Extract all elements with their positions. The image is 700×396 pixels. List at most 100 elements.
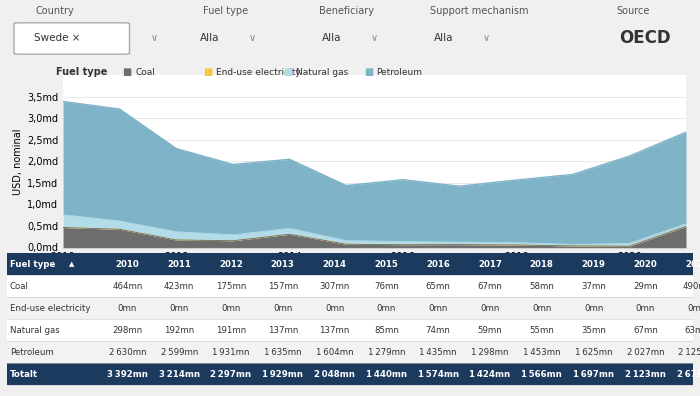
Text: 298mn: 298mn: [112, 326, 143, 335]
Text: Alla: Alla: [434, 34, 454, 44]
Text: ▲: ▲: [69, 261, 74, 267]
Text: 157mn: 157mn: [267, 282, 298, 291]
Text: 0mn: 0mn: [221, 304, 241, 313]
Text: 2016: 2016: [426, 260, 450, 269]
Text: 2020: 2020: [634, 260, 657, 269]
Text: 2017: 2017: [478, 260, 502, 269]
Text: 0mn: 0mn: [377, 304, 396, 313]
Text: Alla: Alla: [322, 34, 342, 44]
Text: Support mechanism: Support mechanism: [430, 6, 529, 16]
Text: 59mn: 59mn: [477, 326, 503, 335]
Text: Coal: Coal: [135, 68, 155, 76]
Text: 1 625mn: 1 625mn: [575, 348, 612, 357]
Y-axis label: USD, nominal: USD, nominal: [13, 128, 22, 194]
Text: Source: Source: [616, 6, 650, 16]
Text: 1 566mn: 1 566mn: [522, 369, 562, 379]
Text: Fuel type: Fuel type: [56, 67, 107, 77]
Bar: [7, 319, 693, 341]
Text: 2 123mn: 2 123mn: [625, 369, 666, 379]
Text: 1 279mn: 1 279mn: [368, 348, 405, 357]
Text: 0mn: 0mn: [325, 304, 344, 313]
Text: 35mn: 35mn: [581, 326, 606, 335]
Text: 2 125mn: 2 125mn: [678, 348, 700, 357]
Text: Petroleum: Petroleum: [377, 68, 423, 76]
Text: 192mn: 192mn: [164, 326, 195, 335]
Text: 1 298mn: 1 298mn: [471, 348, 509, 357]
Text: ■: ■: [122, 67, 132, 77]
Text: 1 435mn: 1 435mn: [419, 348, 457, 357]
Text: Totalt: Totalt: [10, 369, 38, 379]
Text: 2021: 2021: [685, 260, 700, 269]
Text: 2 048mn: 2 048mn: [314, 369, 355, 379]
Text: End-use electricity: End-use electricity: [216, 68, 300, 76]
Text: 464mn: 464mn: [112, 282, 143, 291]
Text: 2011: 2011: [167, 260, 191, 269]
Text: 3 392mn: 3 392mn: [107, 369, 148, 379]
Text: ■: ■: [284, 67, 293, 77]
Text: 137mn: 137mn: [267, 326, 298, 335]
Text: OECD: OECD: [620, 29, 671, 48]
Text: 0mn: 0mn: [687, 304, 700, 313]
Text: 490mn: 490mn: [682, 282, 700, 291]
Text: 175mn: 175mn: [216, 282, 246, 291]
Text: Petroleum: Petroleum: [10, 348, 53, 357]
Bar: [7, 275, 693, 297]
Text: 2010: 2010: [116, 260, 139, 269]
Text: 55mn: 55mn: [529, 326, 554, 335]
Text: 0mn: 0mn: [428, 304, 448, 313]
Text: 2 027mn: 2 027mn: [626, 348, 664, 357]
Text: 2012: 2012: [219, 260, 243, 269]
Text: Alla: Alla: [199, 34, 219, 44]
Bar: [7, 253, 693, 275]
Text: 2 599mn: 2 599mn: [160, 348, 198, 357]
Text: 1 604mn: 1 604mn: [316, 348, 354, 357]
Text: ∨: ∨: [483, 34, 490, 44]
Text: 0mn: 0mn: [118, 304, 137, 313]
FancyBboxPatch shape: [14, 23, 130, 54]
Text: 2 297mn: 2 297mn: [211, 369, 251, 379]
Bar: [7, 341, 693, 363]
Text: Fuel type: Fuel type: [203, 6, 248, 16]
Text: 2018: 2018: [530, 260, 554, 269]
Text: Country: Country: [35, 6, 74, 16]
Text: 307mn: 307mn: [319, 282, 350, 291]
Text: 1 424mn: 1 424mn: [470, 369, 510, 379]
Text: ■: ■: [364, 67, 373, 77]
Bar: [7, 363, 693, 385]
Bar: [7, 297, 693, 319]
Text: 191mn: 191mn: [216, 326, 246, 335]
Text: ∨: ∨: [371, 34, 378, 44]
Text: Fuel type: Fuel type: [10, 260, 55, 269]
Text: 0mn: 0mn: [480, 304, 500, 313]
Text: 76mn: 76mn: [374, 282, 399, 291]
Text: 65mn: 65mn: [426, 282, 451, 291]
Text: ■: ■: [203, 67, 212, 77]
Text: 1 635mn: 1 635mn: [264, 348, 302, 357]
Text: 0mn: 0mn: [584, 304, 603, 313]
Text: Coal: Coal: [10, 282, 29, 291]
Text: 67mn: 67mn: [633, 326, 658, 335]
Text: 1 574mn: 1 574mn: [418, 369, 458, 379]
Text: ∨: ∨: [150, 34, 158, 44]
Text: 423mn: 423mn: [164, 282, 195, 291]
Text: 74mn: 74mn: [426, 326, 451, 335]
Text: 37mn: 37mn: [581, 282, 606, 291]
Text: ∨: ∨: [248, 34, 256, 44]
Text: 0mn: 0mn: [636, 304, 655, 313]
Text: 2019: 2019: [582, 260, 606, 269]
Text: 29mn: 29mn: [633, 282, 658, 291]
Text: 137mn: 137mn: [319, 326, 350, 335]
Text: 1 697mn: 1 697mn: [573, 369, 614, 379]
Text: 2014: 2014: [323, 260, 346, 269]
Text: Beneficiary: Beneficiary: [318, 6, 374, 16]
Text: End-use electricity: End-use electricity: [10, 304, 90, 313]
X-axis label: Year: Year: [363, 265, 386, 275]
Text: 1 453mn: 1 453mn: [523, 348, 561, 357]
Text: 2015: 2015: [374, 260, 398, 269]
Text: 85mn: 85mn: [374, 326, 399, 335]
Text: Swede ×: Swede ×: [34, 34, 80, 44]
Text: 0mn: 0mn: [273, 304, 293, 313]
Text: 2 678mn: 2 678mn: [677, 369, 700, 379]
Text: 63mn: 63mn: [685, 326, 700, 335]
Text: Natural gas: Natural gas: [10, 326, 60, 335]
